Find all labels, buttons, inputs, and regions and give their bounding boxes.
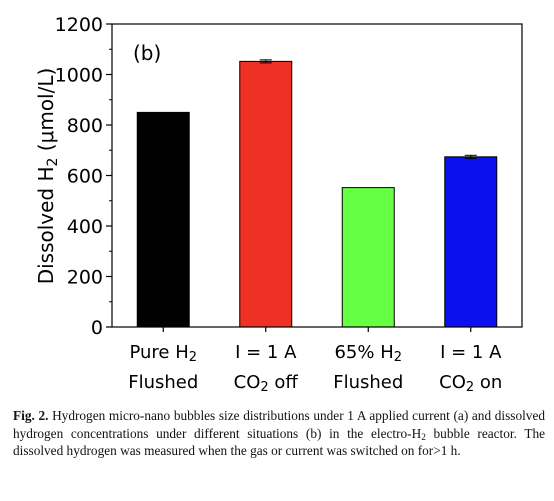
category-labels: Pure H2 Flushed I = 1 A CO2 off 65% H2 Flushe… — [128, 342, 502, 395]
category-label-1-line1: Pure H2 — [129, 342, 197, 365]
caption-text-1: Hydrogen micro-nano bubbles size distrib… — [13, 408, 545, 441]
bar-2 — [239, 60, 293, 328]
bar-1 — [136, 111, 190, 328]
y-axis-title: Dissolved H2 (μmol/L) — [34, 68, 61, 285]
category-label-2-line1: I = 1 A — [235, 342, 297, 363]
category-label-2-line2: CO2 off — [234, 372, 299, 395]
category-label-4-line2: CO2 on — [439, 372, 502, 395]
bar-chart: 0 200 400 600 800 1000 1200 Pure H2 Flushed I = … — [34, 14, 523, 395]
ticks-layer: 0 200 400 600 800 1000 1200 — [55, 14, 472, 339]
y-tick-label-800: 800 — [67, 115, 103, 137]
panel-label: (b) — [133, 41, 161, 65]
bars-layer — [136, 59, 498, 328]
bar-4 — [444, 156, 498, 328]
y-tick-label-1200: 1200 — [55, 14, 103, 36]
caption-text-2: bubble reactor. The dissolved hydrogen w… — [13, 425, 545, 459]
y-tick-label-200: 200 — [67, 267, 103, 289]
y-tick-label-0: 0 — [91, 317, 103, 339]
figure-label: Fig. 2. — [13, 408, 49, 423]
category-label-3-line2: Flushed — [333, 372, 403, 393]
category-label-1-line2: Flushed — [128, 372, 198, 393]
y-tick-label-400: 400 — [67, 216, 103, 238]
bar-3 — [341, 187, 395, 328]
category-label-3-line1: 65% H2 — [334, 342, 402, 365]
y-tick-label-1000: 1000 — [55, 65, 103, 87]
category-label-4-line1: I = 1 A — [440, 342, 502, 363]
figure-caption: Fig. 2. Hydrogen micro-nano bubbles size… — [13, 407, 545, 460]
caption-subscript: 2 — [421, 432, 426, 443]
y-tick-label-600: 600 — [67, 166, 103, 188]
